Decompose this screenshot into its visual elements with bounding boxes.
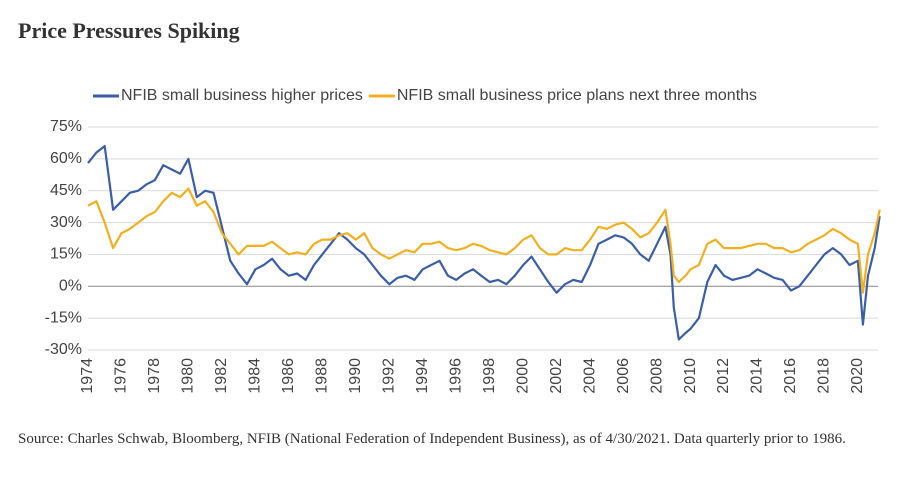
x-tick-label: 1988 bbox=[314, 358, 331, 394]
x-tick-label: 2012 bbox=[715, 358, 732, 394]
x-tick-label: 2016 bbox=[782, 358, 799, 394]
x-tick-label: 2006 bbox=[615, 358, 632, 394]
y-tick-label: -30% bbox=[45, 341, 82, 358]
x-tick-label: 1978 bbox=[146, 358, 163, 394]
chart: -30% -15% 0% 15% 30% 45% 60% 75% 1974 1976 1978 198… bbox=[45, 87, 881, 394]
x-tick-label: 1990 bbox=[347, 358, 364, 394]
y-tick-label: 75% bbox=[50, 118, 82, 135]
y-tick-label: -15% bbox=[45, 309, 82, 326]
series-line bbox=[87, 187, 881, 294]
source-note: Source: Charles Schwab, Bloomberg, NFIB … bbox=[18, 431, 846, 447]
y-tick-label: 45% bbox=[50, 182, 82, 199]
x-tick-label: 2018 bbox=[816, 358, 833, 394]
x-tick-label: 1976 bbox=[113, 358, 130, 394]
x-tick-label: 1974 bbox=[79, 358, 96, 394]
x-tick-label: 2014 bbox=[749, 358, 766, 394]
x-tick-label: 1996 bbox=[447, 358, 464, 394]
x-tick-label: 2020 bbox=[849, 358, 866, 394]
x-tick-label: 1984 bbox=[247, 358, 264, 394]
x-tick-label: 2008 bbox=[648, 358, 665, 394]
y-tick-label: 30% bbox=[50, 214, 82, 231]
legend-label: NFIB small business price plans next thr… bbox=[397, 87, 757, 104]
y-tick-label: 60% bbox=[50, 150, 82, 167]
legend-label: NFIB small business higher prices bbox=[121, 87, 363, 104]
x-tick-label: 2000 bbox=[514, 358, 531, 394]
x-tick-label: 1982 bbox=[213, 358, 230, 394]
x-tick-label: 2002 bbox=[548, 358, 565, 394]
chart-title: Price Pressures Spiking bbox=[18, 18, 240, 43]
y-tick-label: 0% bbox=[59, 278, 82, 295]
x-tick-label: 1998 bbox=[481, 358, 498, 394]
x-tick-label: 2010 bbox=[682, 358, 699, 394]
y-tick-label: 15% bbox=[50, 246, 82, 263]
x-tick-label: 1992 bbox=[380, 358, 397, 394]
x-tick-label: 1980 bbox=[180, 358, 197, 394]
x-tick-label: 1986 bbox=[280, 358, 297, 394]
x-tick-label: 1994 bbox=[414, 358, 431, 394]
x-tick-label: 2004 bbox=[581, 358, 598, 394]
